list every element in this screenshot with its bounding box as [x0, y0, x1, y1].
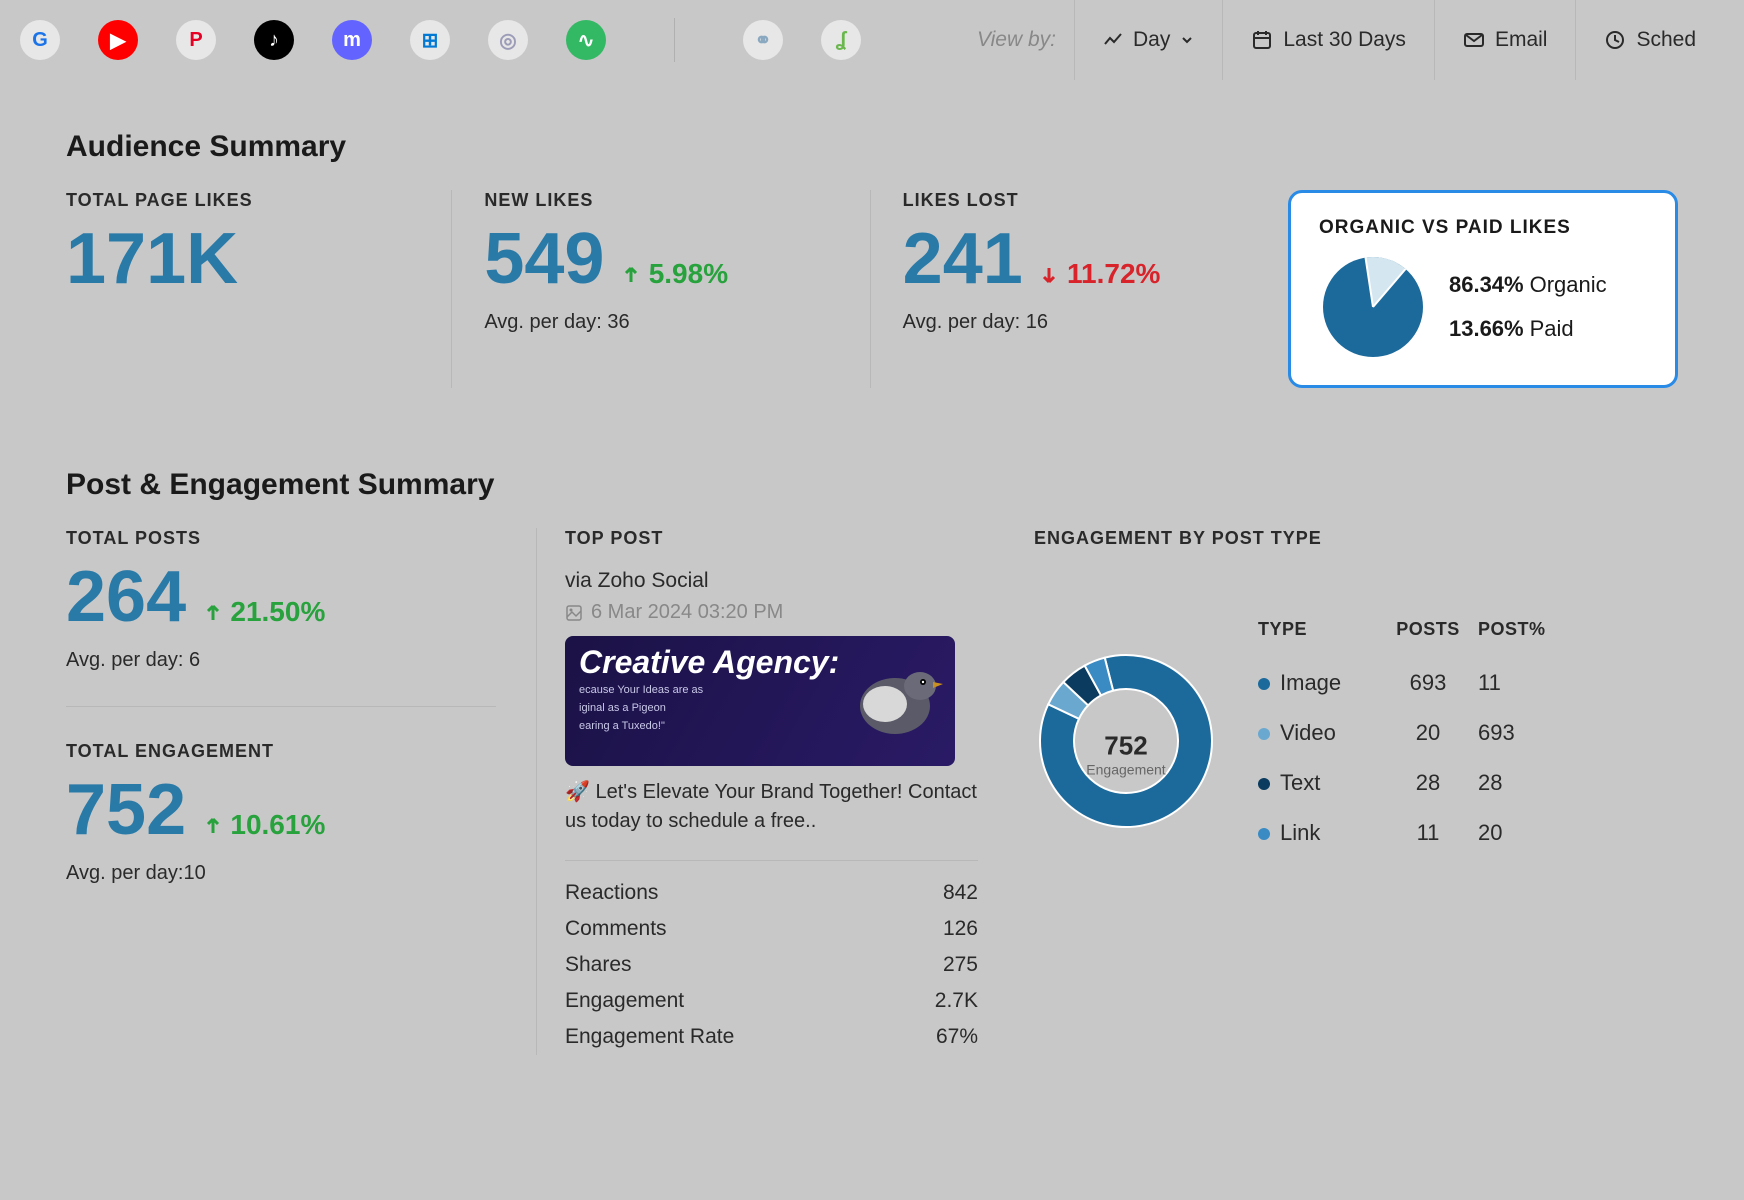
view-by-label: View by:: [959, 28, 1074, 52]
hook-icon[interactable]: ʆ: [821, 20, 861, 60]
email-button[interactable]: Email: [1434, 0, 1576, 80]
metric-value: 171K: [66, 223, 238, 295]
legend-dot: [1258, 728, 1270, 740]
top-post-caption: 🚀 Let's Elevate Your Brand Together! Con…: [565, 778, 978, 836]
metric-label: NEW LIKES: [484, 190, 837, 211]
link-icon[interactable]: ⚭: [743, 20, 783, 60]
top-post-stats: Reactions842Comments126Shares275Engageme…: [565, 860, 978, 1055]
arrow-up-icon: [203, 816, 223, 836]
tiktok-icon[interactable]: ♪: [254, 20, 294, 60]
legend-dot: [1258, 828, 1270, 840]
metric-likes-lost: LIKES LOST 241 11.72% Avg. per day: 16: [870, 190, 1288, 388]
top-post-stat-row: Engagement2.7K: [565, 983, 978, 1019]
metric-total-engagement: TOTAL ENGAGEMENT 752 10.61% Avg. per day…: [66, 741, 536, 885]
pigeon-illustration: [835, 646, 955, 746]
top-post-via: via Zoho Social: [565, 569, 978, 593]
schedule-label: Sched: [1636, 28, 1696, 52]
eng-type-wrap: 752 Engagement TYPE POSTS POST% Image 69…: [1034, 589, 1678, 858]
chart-line-icon: [1103, 30, 1123, 50]
post-metrics-column: TOTAL POSTS 264 21.50% Avg. per day: 6 T…: [66, 528, 536, 1055]
legend-organic: 86.34%Organic: [1449, 272, 1607, 298]
top-post-stat-row: Engagement Rate67%: [565, 1019, 978, 1055]
arrow-up-icon: [203, 603, 223, 623]
engagement-by-type-column: ENGAGEMENT BY POST TYPE 752 Engagement T…: [1006, 528, 1678, 1055]
table-row: Text 28 28: [1258, 758, 1678, 808]
email-label: Email: [1495, 28, 1548, 52]
social-icons-row: G ▶ P ♪ m ⊞ ◎ ∿ ⚭ ʆ: [20, 18, 861, 62]
pie-legend: 86.34%Organic 13.66%Paid: [1449, 272, 1607, 342]
table-row: Link 11 20: [1258, 808, 1678, 858]
organic-vs-paid-title: ORGANIC VS PAID LIKES: [1319, 217, 1647, 239]
post-eng-title: Post & Engagement Summary: [66, 468, 1678, 502]
calendar-icon: [1251, 29, 1273, 51]
view-by-selector[interactable]: Day: [1074, 0, 1222, 80]
metric-value: 752: [66, 774, 186, 846]
metric-total-page-likes: TOTAL PAGE LIKES 171K: [66, 190, 451, 388]
metric-value: 264: [66, 561, 186, 633]
pinterest-icon[interactable]: P: [176, 20, 216, 60]
divider: [66, 706, 496, 707]
top-post-thumbnail[interactable]: Creative Agency: ecause Your Ideas are a…: [565, 636, 955, 766]
audience-title: Audience Summary: [66, 130, 1678, 164]
top-post-stat-row: Shares275: [565, 947, 978, 983]
metric-subtext: Avg. per day: 6: [66, 649, 536, 672]
eng-by-type-label: ENGAGEMENT BY POST TYPE: [1034, 528, 1678, 549]
metric-label: LIKES LOST: [903, 190, 1256, 211]
metric-subtext: Avg. per day: 16: [903, 311, 1256, 334]
pulse-icon[interactable]: ∿: [566, 20, 606, 60]
table-row: Video 20 693: [1258, 708, 1678, 758]
mastodon-icon[interactable]: m: [332, 20, 372, 60]
donut-center: 752 Engagement: [1086, 730, 1165, 777]
metric-label: TOTAL PAGE LIKES: [66, 190, 419, 211]
image-icon: [565, 604, 583, 622]
organic-vs-paid-card: ORGANIC VS PAID LIKES 86.34%Organic 13.6…: [1288, 190, 1678, 388]
table-header: TYPE POSTS POST%: [1258, 619, 1678, 640]
schedule-button[interactable]: Sched: [1575, 0, 1724, 80]
top-post-label: TOP POST: [565, 528, 978, 549]
topbar: G ▶ P ♪ m ⊞ ◎ ∿ ⚭ ʆ View by: Day Last 30 Days Ema…: [0, 0, 1744, 80]
youtube-icon[interactable]: ▶: [98, 20, 138, 60]
arrow-down-icon: [1039, 265, 1059, 285]
mail-icon: [1463, 29, 1485, 51]
metric-label: TOTAL POSTS: [66, 528, 536, 549]
metric-change-up: 5.98%: [621, 258, 728, 289]
organic-paid-pie-chart: [1319, 253, 1427, 361]
metric-new-likes: NEW LIKES 549 5.98% Avg. per day: 36: [451, 190, 869, 388]
metric-subtext: Avg. per day: 36: [484, 311, 837, 334]
metric-value: 241: [903, 223, 1023, 295]
audience-summary-panel: Audience Summary TOTAL PAGE LIKES 171K N…: [30, 100, 1714, 418]
top-post-stat-row: Comments126: [565, 911, 978, 947]
windows-icon[interactable]: ⊞: [410, 20, 450, 60]
top-post-stat-row: Reactions842: [565, 875, 978, 911]
divider: [674, 18, 675, 62]
donut-chart-wrap: 752 Engagement: [1034, 649, 1218, 858]
post-engagement-panel: Post & Engagement Summary TOTAL POSTS 26…: [30, 438, 1714, 1085]
legend-dot: [1258, 778, 1270, 790]
topbar-right: View by: Day Last 30 Days Email Sched: [959, 0, 1724, 80]
date-range-value: Last 30 Days: [1283, 28, 1406, 52]
metric-label: TOTAL ENGAGEMENT: [66, 741, 536, 762]
metric-value: 549: [484, 223, 604, 295]
clock-icon: [1604, 29, 1626, 51]
eng-type-table: TYPE POSTS POST% Image 693 11Video 20 69…: [1258, 619, 1678, 858]
metric-change-up: 21.50%: [203, 596, 326, 627]
legend-dot: [1258, 678, 1270, 690]
metric-total-posts: TOTAL POSTS 264 21.50% Avg. per day: 6: [66, 528, 536, 672]
spiral-icon[interactable]: ◎: [488, 20, 528, 60]
metric-change-up: 10.61%: [203, 809, 326, 840]
google-icon[interactable]: G: [20, 20, 60, 60]
arrow-up-icon: [621, 265, 641, 285]
table-row: Image 693 11: [1258, 658, 1678, 708]
top-post-date: 6 Mar 2024 03:20 PM: [565, 601, 978, 624]
top-post-column: TOP POST via Zoho Social 6 Mar 2024 03:2…: [536, 528, 1006, 1055]
audience-metrics-row: TOTAL PAGE LIKES 171K NEW LIKES 549 5.98…: [66, 190, 1678, 388]
view-by-value: Day: [1133, 28, 1170, 52]
legend-paid: 13.66%Paid: [1449, 316, 1607, 342]
metric-subtext: Avg. per day:10: [66, 862, 536, 885]
post-eng-row: TOTAL POSTS 264 21.50% Avg. per day: 6 T…: [66, 528, 1678, 1055]
chevron-down-icon: [1180, 33, 1194, 47]
metric-change-down: 11.72%: [1039, 258, 1160, 289]
date-range-selector[interactable]: Last 30 Days: [1222, 0, 1434, 80]
